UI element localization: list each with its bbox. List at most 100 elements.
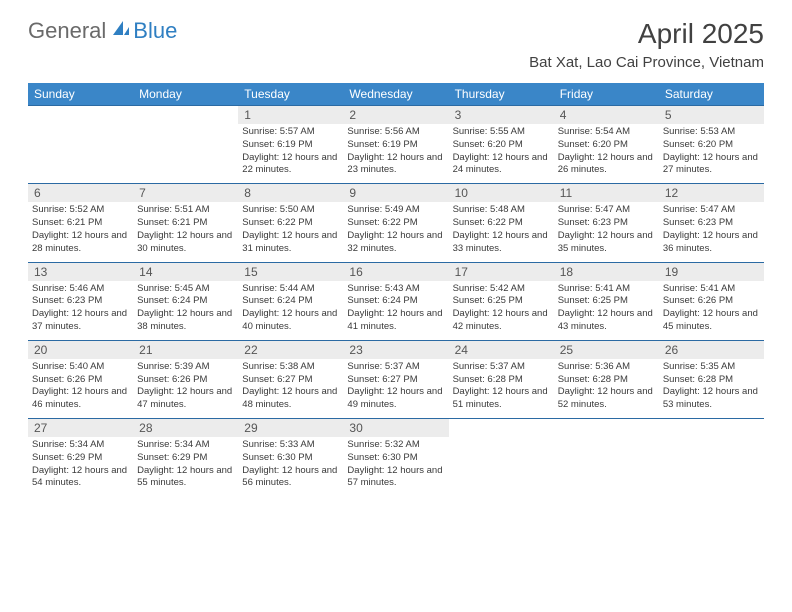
day-data: Sunrise: 5:50 AMSunset: 6:22 PMDaylight:… [238, 202, 343, 261]
day-data: Sunrise: 5:57 AMSunset: 6:19 PMDaylight:… [238, 124, 343, 183]
day-cell: 22Sunrise: 5:38 AMSunset: 6:27 PMDayligh… [238, 341, 343, 418]
day-cell: 30Sunrise: 5:32 AMSunset: 6:30 PMDayligh… [343, 419, 448, 496]
day-data [28, 124, 133, 182]
weekday-header: Monday [133, 83, 238, 105]
weekday-header: Saturday [659, 83, 764, 105]
page-title: April 2025 [529, 18, 764, 50]
day-number [449, 419, 554, 437]
day-number [133, 106, 238, 124]
day-cell [133, 106, 238, 183]
weekday-header-row: SundayMondayTuesdayWednesdayThursdayFrid… [28, 83, 764, 105]
day-number: 1 [238, 106, 343, 124]
day-cell: 9Sunrise: 5:49 AMSunset: 6:22 PMDaylight… [343, 184, 448, 261]
day-data: Sunrise: 5:55 AMSunset: 6:20 PMDaylight:… [449, 124, 554, 183]
day-cell: 3Sunrise: 5:55 AMSunset: 6:20 PMDaylight… [449, 106, 554, 183]
day-cell: 16Sunrise: 5:43 AMSunset: 6:24 PMDayligh… [343, 263, 448, 340]
day-cell: 23Sunrise: 5:37 AMSunset: 6:27 PMDayligh… [343, 341, 448, 418]
day-cell: 8Sunrise: 5:50 AMSunset: 6:22 PMDaylight… [238, 184, 343, 261]
day-number: 18 [554, 263, 659, 281]
day-data: Sunrise: 5:42 AMSunset: 6:25 PMDaylight:… [449, 281, 554, 340]
weekday-header: Thursday [449, 83, 554, 105]
day-data: Sunrise: 5:38 AMSunset: 6:27 PMDaylight:… [238, 359, 343, 418]
day-data: Sunrise: 5:41 AMSunset: 6:25 PMDaylight:… [554, 281, 659, 340]
week-row: 20Sunrise: 5:40 AMSunset: 6:26 PMDayligh… [28, 340, 764, 418]
day-number: 15 [238, 263, 343, 281]
day-number: 7 [133, 184, 238, 202]
day-number: 20 [28, 341, 133, 359]
day-data [449, 437, 554, 495]
day-data [554, 437, 659, 495]
day-data: Sunrise: 5:39 AMSunset: 6:26 PMDaylight:… [133, 359, 238, 418]
day-number: 17 [449, 263, 554, 281]
day-number: 27 [28, 419, 133, 437]
day-cell: 6Sunrise: 5:52 AMSunset: 6:21 PMDaylight… [28, 184, 133, 261]
weekday-header: Wednesday [343, 83, 448, 105]
day-number: 24 [449, 341, 554, 359]
day-cell: 21Sunrise: 5:39 AMSunset: 6:26 PMDayligh… [133, 341, 238, 418]
day-number: 19 [659, 263, 764, 281]
day-cell: 17Sunrise: 5:42 AMSunset: 6:25 PMDayligh… [449, 263, 554, 340]
day-cell: 26Sunrise: 5:35 AMSunset: 6:28 PMDayligh… [659, 341, 764, 418]
day-cell: 25Sunrise: 5:36 AMSunset: 6:28 PMDayligh… [554, 341, 659, 418]
header: General Blue April 2025 Bat Xat, Lao Cai… [0, 0, 792, 75]
logo: General Blue [28, 18, 177, 44]
day-data: Sunrise: 5:49 AMSunset: 6:22 PMDaylight:… [343, 202, 448, 261]
logo-text-blue: Blue [133, 18, 177, 44]
day-number: 9 [343, 184, 448, 202]
calendar: SundayMondayTuesdayWednesdayThursdayFrid… [28, 83, 764, 496]
day-data: Sunrise: 5:33 AMSunset: 6:30 PMDaylight:… [238, 437, 343, 496]
day-data: Sunrise: 5:36 AMSunset: 6:28 PMDaylight:… [554, 359, 659, 418]
day-data [659, 437, 764, 495]
day-cell: 20Sunrise: 5:40 AMSunset: 6:26 PMDayligh… [28, 341, 133, 418]
day-number: 23 [343, 341, 448, 359]
day-cell: 4Sunrise: 5:54 AMSunset: 6:20 PMDaylight… [554, 106, 659, 183]
day-cell [554, 419, 659, 496]
day-number: 25 [554, 341, 659, 359]
day-number: 30 [343, 419, 448, 437]
weekday-header: Tuesday [238, 83, 343, 105]
day-cell: 10Sunrise: 5:48 AMSunset: 6:22 PMDayligh… [449, 184, 554, 261]
weekday-header: Sunday [28, 83, 133, 105]
day-number: 21 [133, 341, 238, 359]
day-cell: 1Sunrise: 5:57 AMSunset: 6:19 PMDaylight… [238, 106, 343, 183]
day-cell: 18Sunrise: 5:41 AMSunset: 6:25 PMDayligh… [554, 263, 659, 340]
day-data: Sunrise: 5:34 AMSunset: 6:29 PMDaylight:… [28, 437, 133, 496]
day-data: Sunrise: 5:32 AMSunset: 6:30 PMDaylight:… [343, 437, 448, 496]
week-row: 27Sunrise: 5:34 AMSunset: 6:29 PMDayligh… [28, 418, 764, 496]
day-cell: 13Sunrise: 5:46 AMSunset: 6:23 PMDayligh… [28, 263, 133, 340]
day-number: 3 [449, 106, 554, 124]
day-data: Sunrise: 5:43 AMSunset: 6:24 PMDaylight:… [343, 281, 448, 340]
day-number: 29 [238, 419, 343, 437]
day-cell: 27Sunrise: 5:34 AMSunset: 6:29 PMDayligh… [28, 419, 133, 496]
day-cell: 19Sunrise: 5:41 AMSunset: 6:26 PMDayligh… [659, 263, 764, 340]
day-number: 5 [659, 106, 764, 124]
day-data: Sunrise: 5:54 AMSunset: 6:20 PMDaylight:… [554, 124, 659, 183]
logo-sail-icon [111, 19, 131, 42]
day-data: Sunrise: 5:35 AMSunset: 6:28 PMDaylight:… [659, 359, 764, 418]
week-row: 6Sunrise: 5:52 AMSunset: 6:21 PMDaylight… [28, 183, 764, 261]
logo-text-general: General [28, 18, 106, 44]
day-number: 6 [28, 184, 133, 202]
day-data: Sunrise: 5:40 AMSunset: 6:26 PMDaylight:… [28, 359, 133, 418]
title-block: April 2025 Bat Xat, Lao Cai Province, Vi… [529, 18, 764, 71]
day-number: 13 [28, 263, 133, 281]
day-cell: 15Sunrise: 5:44 AMSunset: 6:24 PMDayligh… [238, 263, 343, 340]
week-row: 13Sunrise: 5:46 AMSunset: 6:23 PMDayligh… [28, 262, 764, 340]
day-data: Sunrise: 5:48 AMSunset: 6:22 PMDaylight:… [449, 202, 554, 261]
day-cell: 29Sunrise: 5:33 AMSunset: 6:30 PMDayligh… [238, 419, 343, 496]
day-cell: 7Sunrise: 5:51 AMSunset: 6:21 PMDaylight… [133, 184, 238, 261]
day-data: Sunrise: 5:44 AMSunset: 6:24 PMDaylight:… [238, 281, 343, 340]
day-data: Sunrise: 5:37 AMSunset: 6:28 PMDaylight:… [449, 359, 554, 418]
day-number [554, 419, 659, 437]
day-number: 14 [133, 263, 238, 281]
day-data: Sunrise: 5:41 AMSunset: 6:26 PMDaylight:… [659, 281, 764, 340]
day-cell: 24Sunrise: 5:37 AMSunset: 6:28 PMDayligh… [449, 341, 554, 418]
day-number: 28 [133, 419, 238, 437]
day-cell: 11Sunrise: 5:47 AMSunset: 6:23 PMDayligh… [554, 184, 659, 261]
day-number: 26 [659, 341, 764, 359]
day-data: Sunrise: 5:53 AMSunset: 6:20 PMDaylight:… [659, 124, 764, 183]
day-cell: 2Sunrise: 5:56 AMSunset: 6:19 PMDaylight… [343, 106, 448, 183]
day-number: 12 [659, 184, 764, 202]
day-number: 11 [554, 184, 659, 202]
day-data: Sunrise: 5:47 AMSunset: 6:23 PMDaylight:… [554, 202, 659, 261]
